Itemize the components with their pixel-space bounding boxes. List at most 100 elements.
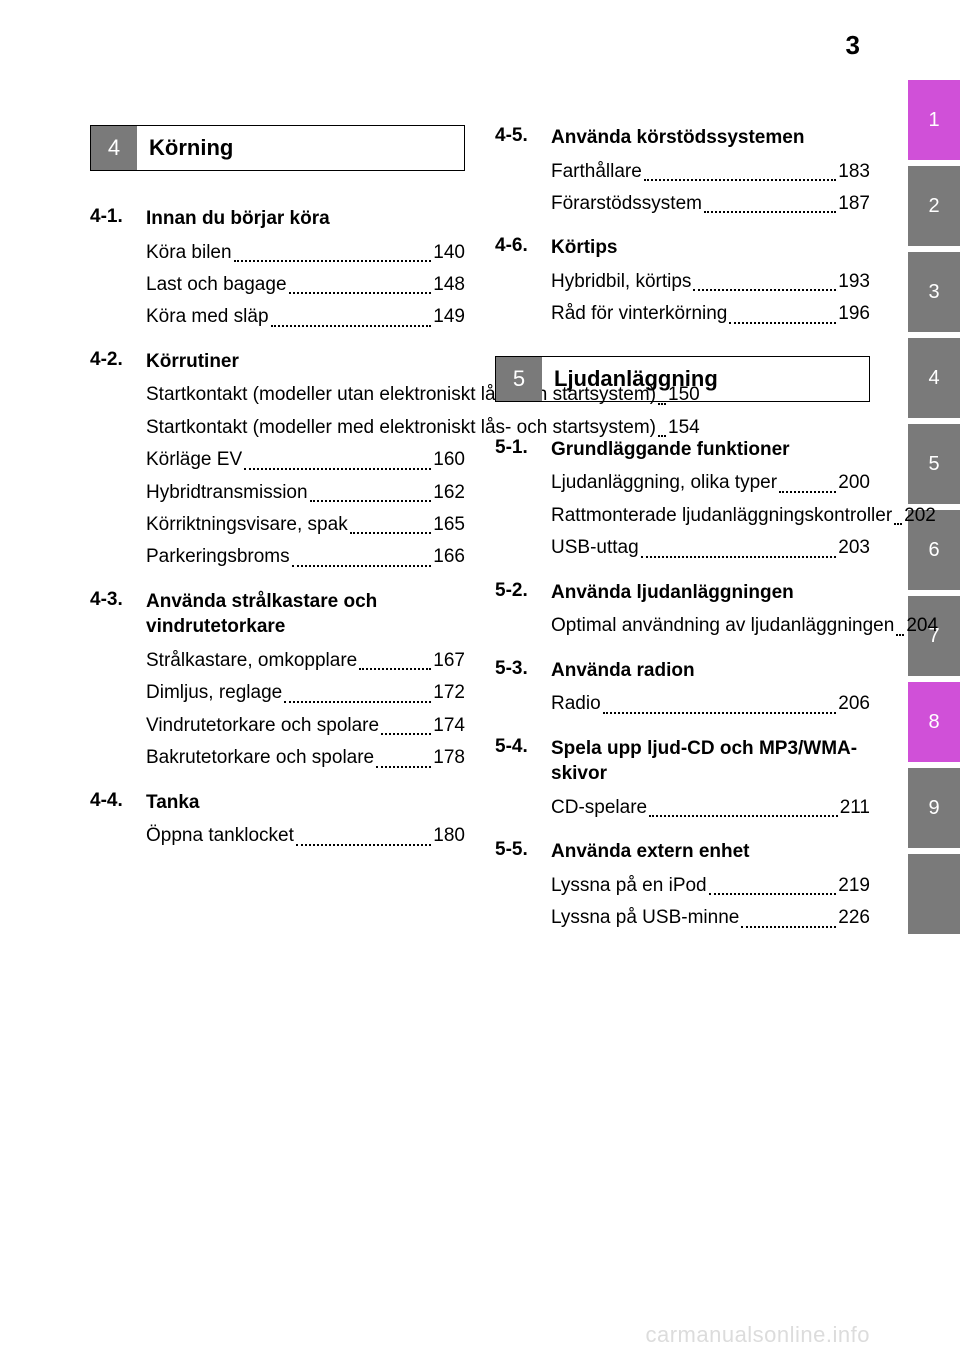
leader-dots (729, 322, 836, 324)
entry-page: 206 (838, 689, 870, 719)
subsection-number: 4-4. (90, 790, 146, 854)
toc-entry[interactable]: Startkontakt (modeller utan elektroniskt… (146, 380, 465, 410)
section-title: Körning (137, 126, 464, 170)
entry-text: Rattmonterade ljudanläggningskontroller (551, 501, 892, 531)
leader-dots (704, 211, 836, 213)
toc-entry[interactable]: Körläge EV 160 (146, 445, 465, 475)
leader-dots (603, 712, 837, 714)
leader-dots (376, 766, 431, 768)
side-tab-9[interactable]: 9 (908, 768, 960, 848)
entry-text: Hybridtransmission (146, 478, 308, 508)
toc-entry[interactable]: Rattmonterade ljudanläggningskontroller … (551, 501, 870, 531)
subsection-title: Använda ljudanläggningen (551, 580, 870, 606)
toc-entry[interactable]: Förarstödssystem 187 (551, 189, 870, 219)
entry-page: 148 (433, 270, 465, 300)
side-tab-2[interactable]: 2 (908, 166, 960, 246)
subsection-number: 4-3. (90, 589, 146, 776)
entry-text: Vindrutetorkare och spolare (146, 711, 379, 741)
subsection: 4-3. Använda strålkastare och vindruteto… (90, 589, 465, 776)
side-tab-5[interactable]: 5 (908, 424, 960, 504)
toc-entry[interactable]: Farthållare 183 (551, 157, 870, 187)
entry-text: Last och bagage (146, 270, 287, 300)
entry-page: 226 (838, 903, 870, 933)
subsection-number: 5-4. (495, 736, 551, 826)
toc-entry[interactable]: Optimal användning av ljudanläggningen 2… (551, 611, 870, 641)
toc-entry[interactable]: Hybridbil, körtips 193 (551, 267, 870, 297)
entry-page: 202 (904, 501, 936, 531)
subsection-title: Använda radion (551, 658, 870, 684)
entry-text: CD-spelare (551, 793, 647, 823)
toc-entry[interactable]: Köra bilen 140 (146, 238, 465, 268)
entry-text: Optimal användning av ljudanläggningen (551, 611, 894, 641)
subsection: 5-2. Använda ljudanläggningen Optimal an… (495, 580, 870, 644)
leader-dots (709, 893, 837, 895)
entry-page: 160 (433, 445, 465, 475)
leader-dots (296, 844, 431, 846)
toc-entry[interactable]: Strålkastare, omkopplare 167 (146, 646, 465, 676)
entry-page: 167 (433, 646, 465, 676)
subsection-number: 4-5. (495, 125, 551, 221)
toc-entry[interactable]: Ljudanläggning, olika typer 200 (551, 468, 870, 498)
subsection-number: 4-6. (495, 235, 551, 331)
side-tab-1[interactable]: 1 (908, 80, 960, 160)
section-number: 4 (91, 126, 137, 170)
leader-dots (289, 292, 432, 294)
entry-page: 174 (433, 711, 465, 741)
leader-dots (779, 491, 836, 493)
subsection-header: 4-6. Körtips Hybridbil, körtips 193 Råd … (495, 235, 870, 331)
toc-entry[interactable]: Bakrutetorkare och spolare 178 (146, 743, 465, 773)
entry-page: 219 (838, 871, 870, 901)
entry-page: 149 (433, 302, 465, 332)
subsection: 5-3. Använda radion Radio 206 (495, 658, 870, 722)
subsection: 5-4. Spela upp ljud-CD och MP3/WMA-skivo… (495, 736, 870, 826)
entry-text: Köra med släp (146, 302, 269, 332)
entry-text: Öppna tanklocket (146, 821, 294, 851)
subsection-header: 5-4. Spela upp ljud-CD och MP3/WMA-skivo… (495, 736, 870, 826)
entry-text: Lyssna på USB-minne (551, 903, 739, 933)
subsection-number: 5-5. (495, 839, 551, 935)
toc-entry[interactable]: Råd för vinterkörning 196 (551, 299, 870, 329)
entry-page: 165 (433, 510, 465, 540)
toc-entry[interactable]: Dimljus, reglage 172 (146, 678, 465, 708)
toc-content: 4 Körning 4-1. Innan du börjar köra Köra… (90, 125, 870, 950)
toc-entry[interactable]: Körriktningsvisare, spak 165 (146, 510, 465, 540)
side-tab-3[interactable]: 3 (908, 252, 960, 332)
toc-entry[interactable]: Lyssna på en iPod 219 (551, 871, 870, 901)
side-tab-4[interactable]: 4 (908, 338, 960, 418)
toc-entry[interactable]: Köra med släp 149 (146, 302, 465, 332)
subsection: 5-1. Grundläggande funktioner Ljudanlägg… (495, 437, 870, 566)
leader-dots (741, 926, 836, 928)
subsection-title: Använda extern enhet (551, 839, 870, 865)
toc-entry[interactable]: Hybridtransmission 162 (146, 478, 465, 508)
toc-entry[interactable]: Last och bagage 148 (146, 270, 465, 300)
subsection-header: 5-1. Grundläggande funktioner Ljudanlägg… (495, 437, 870, 566)
entry-page: 200 (838, 468, 870, 498)
subsection-header: 5-5. Använda extern enhet Lyssna på en i… (495, 839, 870, 935)
subsection-number: 5-3. (495, 658, 551, 722)
toc-entry[interactable]: CD-spelare 211 (551, 793, 870, 823)
left-column: 4 Körning 4-1. Innan du börjar köra Köra… (90, 125, 465, 950)
side-tab-8[interactable]: 8 (908, 682, 960, 762)
subsection-header: 4-5. Använda körstödssystemen Farthållar… (495, 125, 870, 221)
side-tab-blank[interactable] (908, 854, 960, 934)
entry-text: Farthållare (551, 157, 642, 187)
leader-dots (284, 701, 431, 703)
subsection: 4-6. Körtips Hybridbil, körtips 193 Råd … (495, 235, 870, 331)
leader-dots (244, 468, 431, 470)
toc-entry[interactable]: Startkontakt (modeller med elektroniskt … (146, 413, 465, 443)
toc-entry[interactable]: Vindrutetorkare och spolare 174 (146, 711, 465, 741)
entry-page: 162 (433, 478, 465, 508)
toc-entry[interactable]: Lyssna på USB-minne 226 (551, 903, 870, 933)
entry-text: Köra bilen (146, 238, 232, 268)
section-number: 5 (496, 357, 542, 401)
leader-dots (359, 668, 431, 670)
entry-page: 196 (838, 299, 870, 329)
leader-dots (896, 634, 904, 636)
leader-dots (292, 565, 432, 567)
leader-dots (649, 815, 838, 817)
toc-entry[interactable]: USB-uttag 203 (551, 533, 870, 563)
toc-entry[interactable]: Radio 206 (551, 689, 870, 719)
toc-entry[interactable]: Öppna tanklocket 180 (146, 821, 465, 851)
entry-page: 211 (840, 793, 870, 823)
toc-entry[interactable]: Parkeringsbroms 166 (146, 542, 465, 572)
